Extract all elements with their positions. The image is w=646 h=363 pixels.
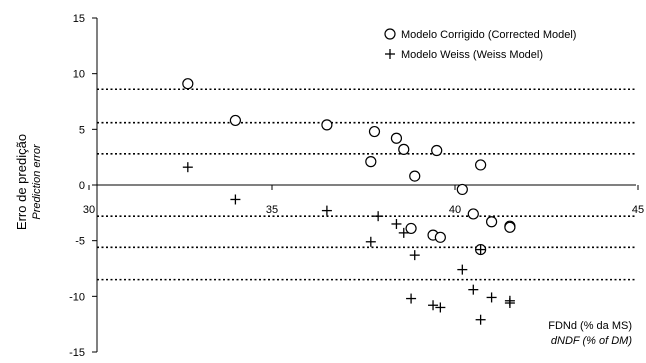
- x-tick-label: 40: [449, 204, 461, 216]
- corrected-model-point: [321, 119, 333, 131]
- corrected-model-point: [368, 125, 381, 138]
- legend-label: Modelo Corrigido (Corrected Model): [401, 29, 576, 41]
- y-tick-label: 0: [79, 180, 85, 192]
- x-axis-label-en: dNDF (% of DM): [551, 335, 632, 347]
- weiss-model-point: [475, 244, 486, 255]
- y-tick-label: -10: [69, 291, 85, 303]
- x-tick-label: 30: [83, 204, 95, 216]
- corrected-model-point: [229, 114, 241, 127]
- weiss-model-point: [182, 162, 193, 173]
- weiss-model-point: [504, 298, 515, 309]
- corrected-model-point: [398, 143, 410, 155]
- weiss-model-point: [428, 300, 439, 311]
- corrected-model-point: [409, 170, 421, 182]
- legend-label: Modelo Weiss (Weiss Model): [401, 49, 543, 61]
- corrected-model-point: [456, 183, 468, 196]
- corrected-model-point: [486, 216, 498, 228]
- corrected-model-point: [434, 231, 446, 243]
- corrected-model-point: [405, 222, 417, 235]
- x-axis-ticks: 30 35 40 45: [83, 185, 644, 216]
- corrected-model-point: [365, 156, 377, 168]
- weiss-model-point: [391, 218, 402, 229]
- x-axis-label: FDNd (% da MS): [548, 320, 632, 332]
- weiss-model-point: [321, 205, 332, 216]
- y-axis-ticks: 15 10 5 0 -5 -10 -15: [69, 13, 97, 359]
- corrected-model-point: [182, 78, 194, 90]
- y-axis-label-en: Prediction error: [31, 143, 43, 220]
- weiss-model-point: [486, 292, 497, 303]
- weiss-model-point: [398, 227, 409, 238]
- legend-marker: [385, 49, 395, 59]
- weiss-model-point: [230, 194, 241, 205]
- y-tick-label: 15: [73, 13, 85, 25]
- x-tick-label: 45: [632, 204, 644, 216]
- y-tick-label: -15: [69, 347, 85, 359]
- y-tick-label: -5: [75, 236, 85, 248]
- corrected-model-point: [390, 132, 403, 144]
- corrected-model-point: [467, 208, 479, 220]
- corrected-model-point: [431, 144, 443, 157]
- y-tick-label: 10: [73, 69, 85, 81]
- weiss-model-point: [365, 236, 376, 247]
- x-tick-label: 35: [266, 204, 278, 216]
- weiss-model-point: [409, 250, 420, 261]
- legend: Modelo Corrigido (Corrected Model) Modelo…: [384, 28, 576, 61]
- corrected-model-point: [504, 221, 516, 233]
- legend-marker: [384, 28, 396, 40]
- weiss-model-point: [468, 284, 479, 295]
- weiss-model-point: [406, 293, 417, 304]
- weiss-model-point: [435, 302, 446, 313]
- weiss-model-point: [475, 314, 486, 325]
- corrected-model-point: [475, 159, 487, 171]
- weiss-model-point: [457, 264, 468, 275]
- weiss-model-point: [373, 211, 384, 222]
- y-tick-label: 5: [79, 124, 85, 136]
- data-marks: [182, 78, 516, 325]
- reference-lines: [97, 88, 636, 281]
- y-axis-label: Erro de predição: [14, 134, 29, 230]
